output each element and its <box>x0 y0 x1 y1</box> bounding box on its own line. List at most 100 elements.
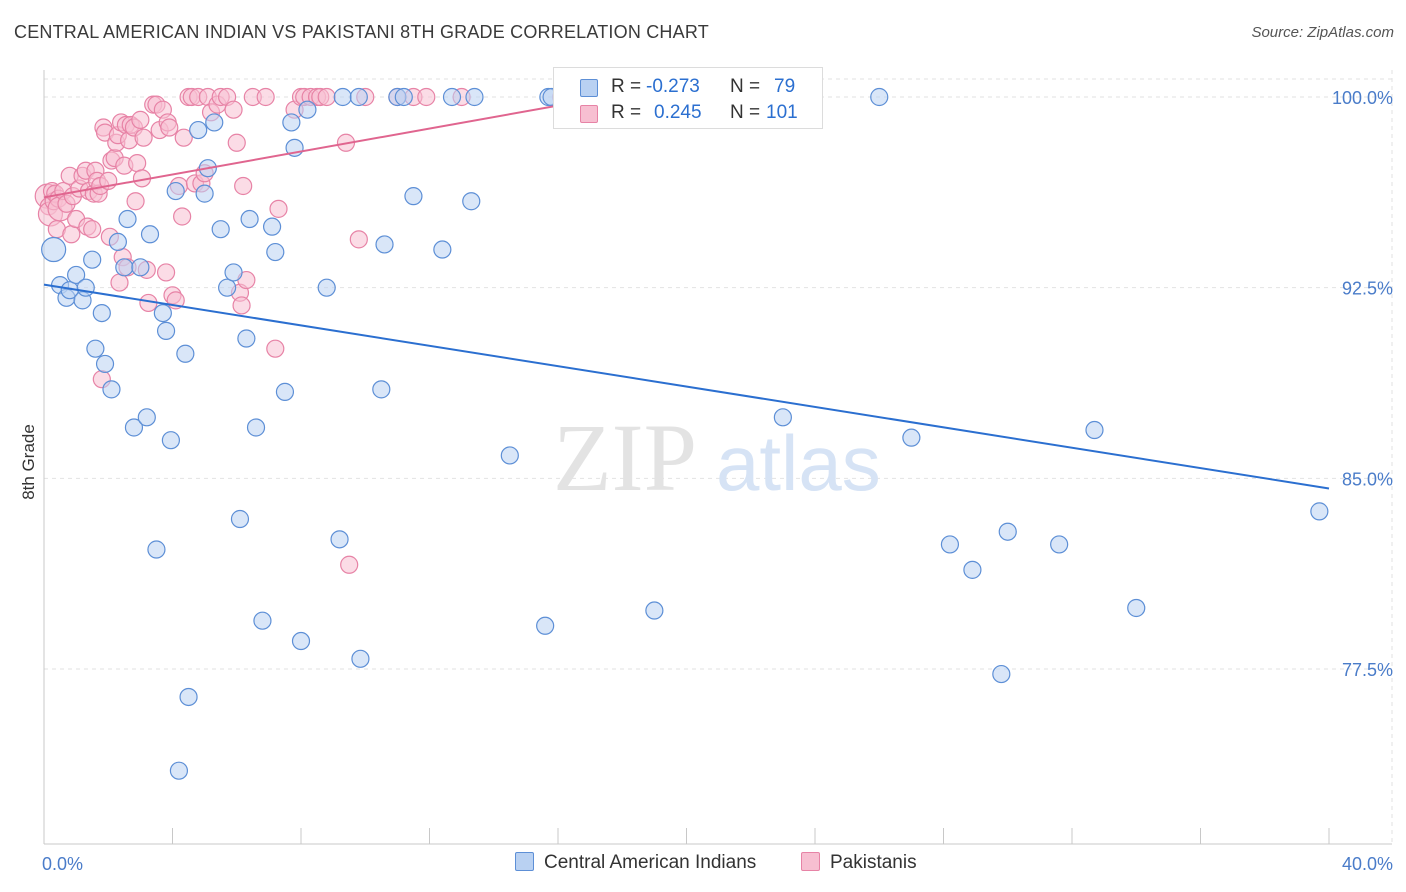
watermark-zip: ZIP <box>553 404 697 511</box>
data-point <box>174 128 193 147</box>
data-point <box>67 265 86 285</box>
data-point <box>349 230 368 249</box>
data-point <box>205 113 224 132</box>
data-point <box>230 509 250 529</box>
data-point <box>147 540 166 559</box>
y-tick-label: 92.5% <box>1342 279 1393 299</box>
data-point <box>140 225 160 244</box>
legend-swatch-blue <box>580 79 598 97</box>
legend-row-central-american-indians: R = -0.273 N = 79 <box>554 75 824 101</box>
data-point <box>1310 502 1329 521</box>
data-point <box>773 408 792 427</box>
trend-line-pakistanis <box>43 96 607 199</box>
data-point <box>870 87 889 107</box>
data-point <box>156 321 176 340</box>
watermark: ZIP atlas <box>553 404 881 511</box>
data-point <box>330 530 349 549</box>
data-point <box>131 110 150 129</box>
data-point <box>998 522 1017 541</box>
data-point <box>176 344 195 363</box>
data-point <box>234 176 253 196</box>
data-point <box>189 120 208 140</box>
chart-title: CENTRAL AMERICAN INDIAN VS PAKISTANI 8TH… <box>14 22 709 42</box>
data-point <box>536 616 555 635</box>
bottom-legend-label: Central American Indians <box>544 852 757 873</box>
legend-row-pakistanis: R = 0.245 N = 101 <box>554 101 824 127</box>
data-point <box>375 235 394 254</box>
data-point <box>442 87 462 107</box>
data-point <box>76 278 95 297</box>
data-point <box>1127 598 1146 618</box>
y-axis-label: 8th Grade <box>19 424 38 500</box>
legend-n-value: 79 <box>774 76 796 97</box>
data-point <box>195 184 214 203</box>
data-point <box>298 100 317 119</box>
series-pakistanis <box>34 87 606 574</box>
data-point <box>153 303 172 323</box>
data-point <box>246 418 266 437</box>
data-point <box>269 199 288 218</box>
data-point <box>1085 420 1104 440</box>
data-point <box>86 339 105 358</box>
data-point <box>110 273 129 292</box>
data-point <box>92 303 111 323</box>
data-point <box>992 664 1011 684</box>
data-point <box>465 87 484 107</box>
bottom-legend-swatch-pink <box>801 852 820 871</box>
data-point <box>124 418 144 437</box>
data-point <box>394 87 413 107</box>
trend-line-central-american-indians <box>43 283 1330 490</box>
y-tick-label: 100.0% <box>1332 88 1393 108</box>
bottom-legend-pakistanis: Pakistanis <box>801 852 917 874</box>
data-point <box>166 181 185 201</box>
y-tick-label: 77.5% <box>1342 660 1393 680</box>
data-point <box>179 687 198 707</box>
legend-n-label: N = <box>730 76 761 97</box>
data-point <box>282 113 301 132</box>
data-point <box>963 560 982 579</box>
data-point <box>95 354 115 374</box>
data-point <box>161 431 180 450</box>
data-point <box>118 209 137 229</box>
legend-r-label: R = <box>611 102 642 123</box>
data-point <box>940 535 960 554</box>
legend-swatch-pink <box>580 105 598 123</box>
data-point <box>227 133 246 152</box>
data-point <box>645 601 664 620</box>
watermark-atlas: atlas <box>716 419 881 507</box>
data-point <box>237 329 256 348</box>
data-point <box>291 631 311 651</box>
bottom-legend-central-american-indians: Central American Indians <box>515 852 756 874</box>
data-point <box>160 118 179 137</box>
legend-r-value: -0.273 <box>646 76 700 97</box>
data-point <box>137 408 156 427</box>
data-point <box>128 153 147 173</box>
stats-legend: R = -0.273 N = 79 R = 0.245 N = 101 <box>553 67 823 129</box>
legend-n-label: N = <box>730 102 761 123</box>
data-point <box>240 209 259 229</box>
data-point <box>256 87 275 107</box>
data-point <box>102 380 121 399</box>
tick-labels: 100.0% 92.5% 85.0% 77.5% 0.0% 40.0% <box>42 88 1393 874</box>
bottom-legend-label: Pakistanis <box>830 852 917 873</box>
data-point <box>115 258 134 277</box>
data-point <box>253 611 272 630</box>
data-point <box>41 236 67 263</box>
data-point <box>62 225 81 244</box>
data-point <box>902 428 921 447</box>
data-point <box>266 339 285 358</box>
data-point <box>134 128 153 147</box>
data-point <box>224 100 243 119</box>
data-point <box>404 187 423 206</box>
x-tick-label: 0.0% <box>42 854 83 874</box>
data-point <box>224 263 243 282</box>
data-point <box>462 192 481 211</box>
data-point <box>266 242 285 262</box>
data-point <box>417 87 436 107</box>
data-point <box>83 250 102 269</box>
data-point <box>317 278 336 297</box>
bottom-legend-swatch-blue <box>515 852 534 871</box>
data-point <box>218 278 237 297</box>
data-point <box>211 220 230 239</box>
data-point <box>340 555 359 574</box>
